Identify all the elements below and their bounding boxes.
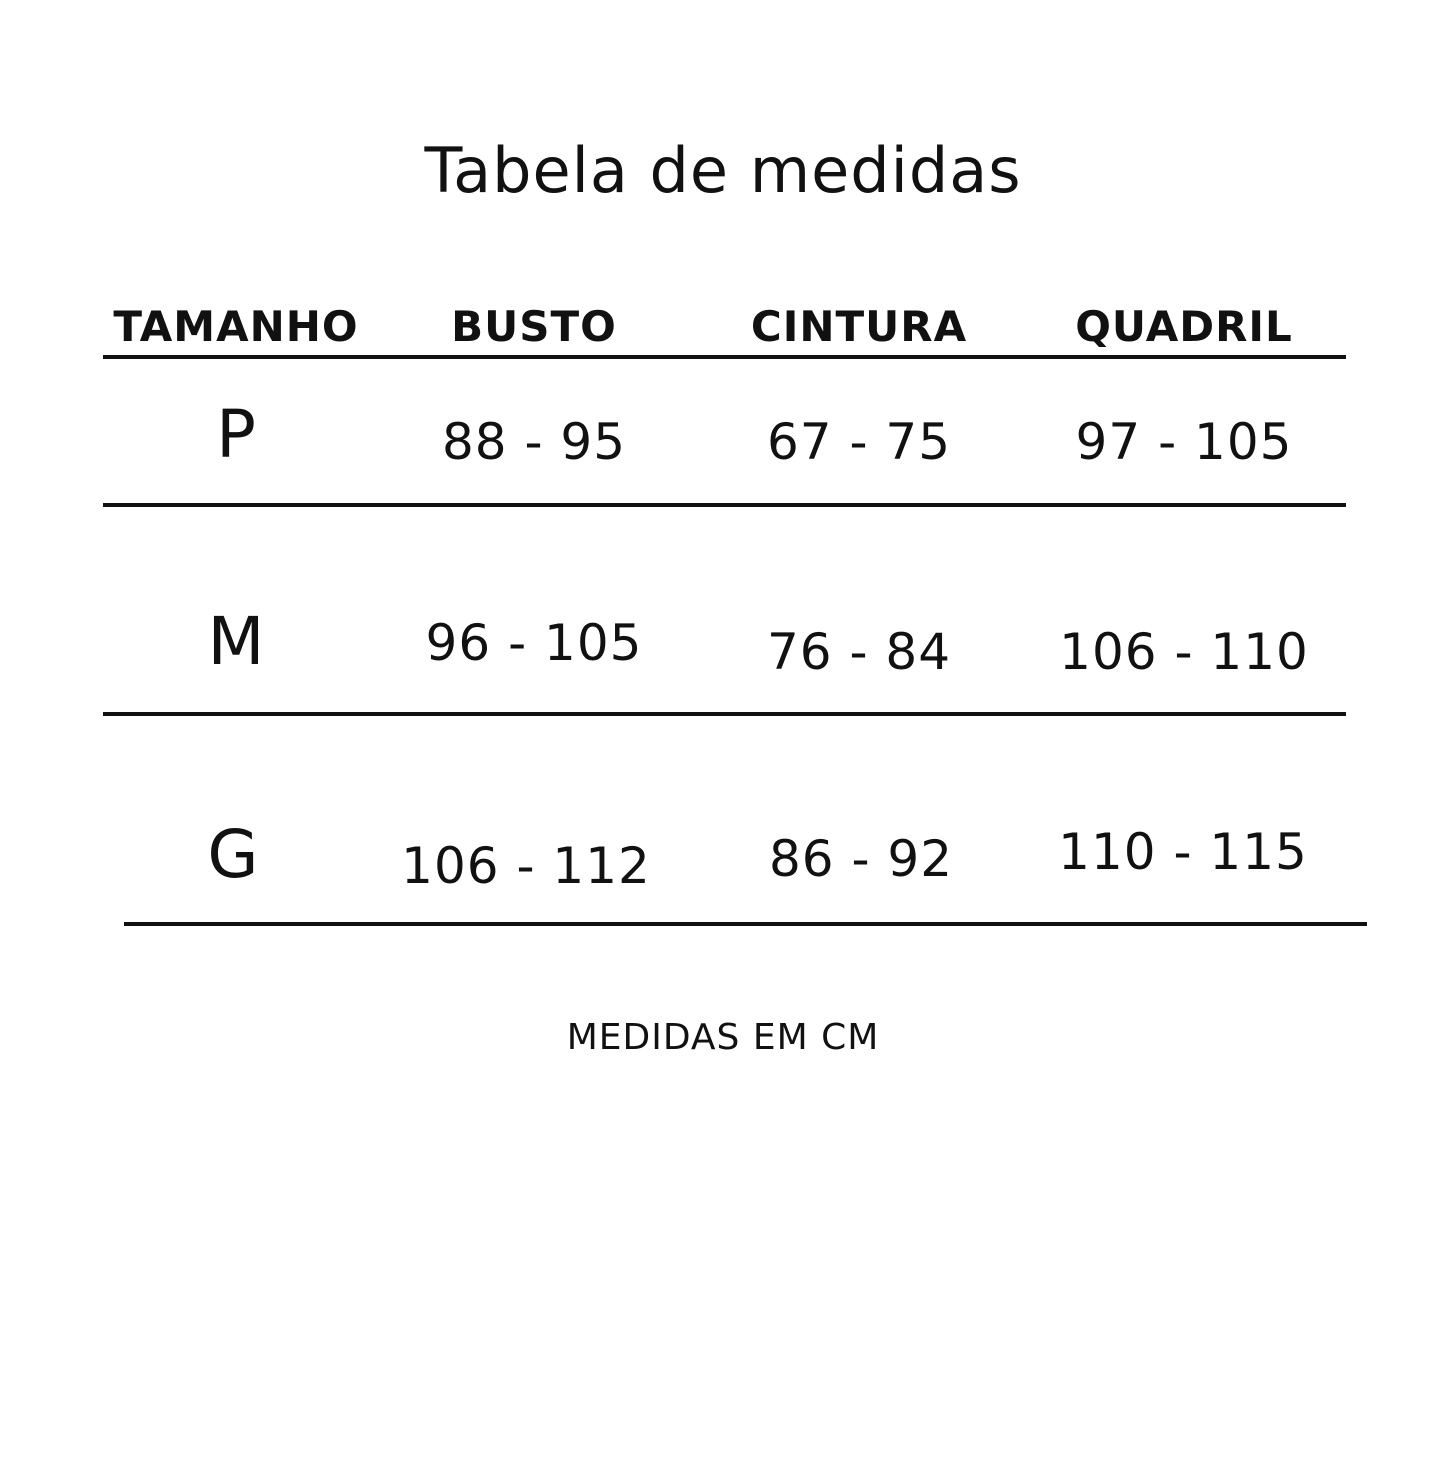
header-divider: [103, 355, 1346, 359]
size-p: P: [216, 396, 256, 473]
row-divider-p: [103, 503, 1346, 507]
page-title: Tabela de medidas: [424, 134, 1022, 207]
size-g: G: [207, 816, 259, 893]
header-busto: BUSTO: [451, 302, 617, 351]
row-divider-m: [103, 712, 1346, 716]
cintura-g: 86 - 92: [768, 830, 954, 888]
busto-m: 96 - 105: [425, 614, 643, 672]
units-note: MEDIDAS EM CM: [566, 1017, 880, 1058]
quadril-m: 106 - 110: [1059, 623, 1309, 681]
header-tamanho: TAMANHO: [113, 302, 359, 351]
quadril-g: 110 - 115: [1058, 823, 1308, 881]
busto-g: 106 - 112: [401, 837, 651, 895]
busto-p: 88 - 95: [441, 413, 627, 471]
cintura-p: 67 - 75: [766, 413, 952, 471]
row-divider-g: [124, 922, 1367, 926]
cintura-m: 76 - 84: [766, 623, 952, 681]
quadril-p: 97 - 105: [1075, 413, 1293, 471]
header-cintura: CINTURA: [750, 302, 968, 351]
header-quadril: QUADRIL: [1075, 302, 1293, 351]
size-m: M: [207, 603, 265, 680]
